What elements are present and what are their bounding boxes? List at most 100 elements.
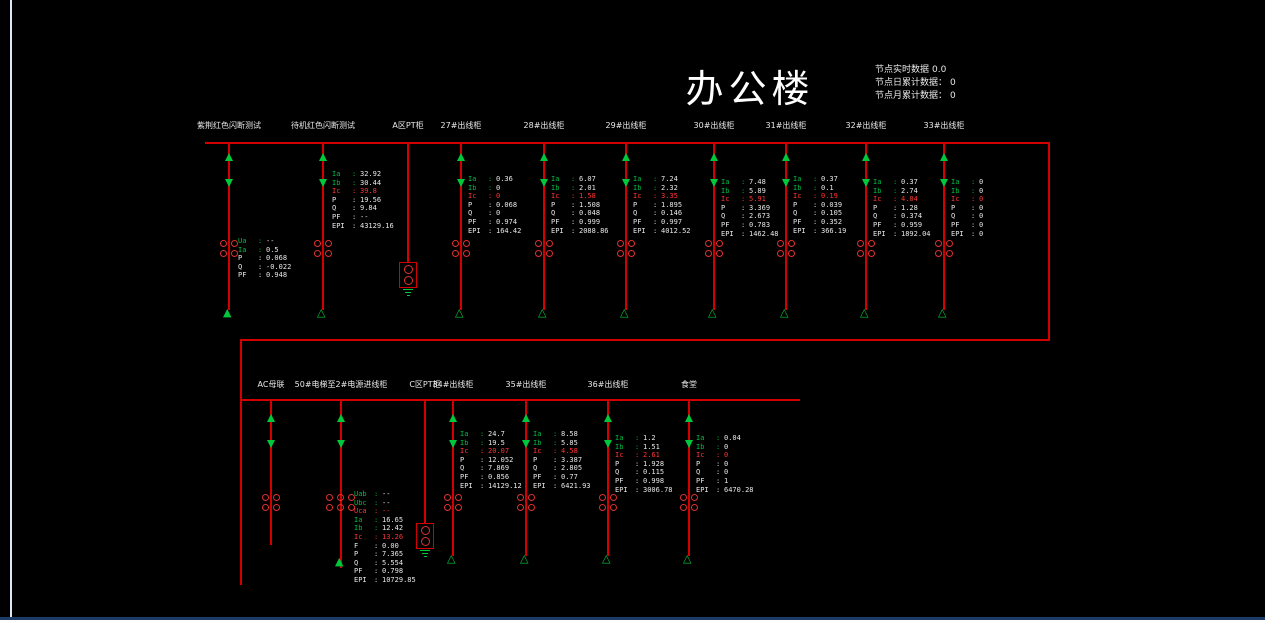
- bottom-feeder-0-label[interactable]: AC母联: [257, 380, 285, 389]
- measure-value: 0: [979, 186, 984, 195]
- bottom-feeder-3-label[interactable]: 34#出线柜: [432, 380, 474, 389]
- top-feeder-1-label[interactable]: 待机红色闪断测试: [291, 121, 355, 130]
- bottom-feeder-1-label[interactable]: 50#电梯至2#电源进线柜: [294, 380, 388, 389]
- top-feeder-1-breaker-icon[interactable]: [319, 179, 327, 187]
- top-feeder-6-data-row: Ic:5.91: [721, 195, 779, 204]
- bottom-feeder-6-breaker-icon[interactable]: [685, 440, 693, 448]
- bottom-feeder-1-wire: [340, 400, 342, 568]
- bottom-feeder-4-label[interactable]: 35#出线柜: [505, 380, 547, 389]
- measure-colon: :: [352, 221, 357, 230]
- bottom-feeder-3-breaker-icon[interactable]: [449, 440, 457, 448]
- bottom-feeder-2-label[interactable]: C区PT柜: [409, 380, 441, 389]
- top-feeder-9-label[interactable]: 33#出线柜: [923, 121, 965, 130]
- top-feeder-1-data-row: PF: --: [332, 213, 394, 222]
- bottom-feeder-5-breaker-icon[interactable]: [604, 440, 612, 448]
- bottom-feeder-6-label[interactable]: 食堂: [681, 380, 697, 389]
- top-feeder-1-disconnector-icon[interactable]: [319, 153, 327, 161]
- top-feeder-8-disconnector-icon[interactable]: [862, 153, 870, 161]
- measure-value: --: [382, 498, 391, 507]
- measure-value: 6470.28: [724, 485, 754, 494]
- measure-label: Ia: [793, 175, 802, 183]
- top-feeder-5-data-row: Q:0.146: [633, 209, 691, 218]
- top-feeder-9-data-block: Ia:0 Ib:0 Ic:0 P:0 Q:0 PF:0 EPI:0: [951, 178, 983, 238]
- measure-value: 164.42: [496, 226, 522, 235]
- measure-colon: :: [716, 451, 721, 460]
- measure-value: 7.869: [488, 464, 510, 473]
- measure-label: PF: [615, 476, 624, 485]
- top-feeder-8-ct-circle-icon: [857, 250, 864, 257]
- top-feeder-1-data-row: Ib:30.44: [332, 179, 394, 188]
- bottom-feeder-1-data-block: Uab: -- Ubc: -- Uca: -- Ia:16.65 Ib:12.42 Ic:13.…: [354, 490, 416, 585]
- top-feeder-7-disconnector-icon[interactable]: [782, 153, 790, 161]
- top-feeder-2-label[interactable]: A区PT柜: [392, 121, 424, 130]
- measure-colon: :: [716, 476, 721, 485]
- bottom-feeder-1-data-row: Q:5.554: [354, 559, 416, 568]
- top-feeder-7-label[interactable]: 31#出线柜: [765, 121, 807, 130]
- top-feeder-5-data-row: Ib:2.32: [633, 184, 691, 193]
- bottom-feeder-5-disconnector-icon[interactable]: [604, 414, 612, 422]
- measure-label: Ib: [793, 183, 802, 192]
- top-feeder-3-breaker-icon[interactable]: [457, 179, 465, 187]
- bottom-feeder-4-data-block: Ia:8.58 Ib:5.85 Ic:4.58 P:3.387 Q:2.805 PF:0.…: [533, 430, 591, 490]
- measure-value: 0: [724, 451, 729, 460]
- bottom-feeder-6-disconnector-icon[interactable]: [685, 414, 693, 422]
- measure-colon: :: [635, 468, 640, 477]
- bottom-feeder-1-data-row: Ib:12.42: [354, 524, 416, 533]
- top-feeder-6-disconnector-icon[interactable]: [710, 153, 718, 161]
- measure-value: 30.44: [360, 178, 382, 187]
- bottom-feeder-3-disconnector-icon[interactable]: [449, 414, 457, 422]
- top-feeder-4-label[interactable]: 28#出线柜: [523, 121, 565, 130]
- bottom-feeder-4-data-row: PF:0.77: [533, 473, 591, 482]
- measure-label: EPI: [633, 226, 646, 235]
- top-feeder-2-wire: [407, 143, 409, 262]
- top-feeder-2-pt-transformer-icon: [399, 262, 417, 288]
- measure-colon: :: [653, 183, 658, 192]
- measure-value: 24.7: [488, 430, 505, 438]
- top-feeder-4-data-row: Ic:1.58: [551, 192, 609, 201]
- measure-value: 0.00: [382, 541, 399, 550]
- bottom-feeder-4-breaker-icon[interactable]: [522, 440, 530, 448]
- bottom-feeder-1-disconnector-icon[interactable]: [337, 414, 345, 422]
- measure-value: 2088.86: [579, 226, 609, 235]
- top-feeder-4-breaker-icon[interactable]: [540, 179, 548, 187]
- top-feeder-9-ct-circle-icon: [935, 240, 942, 247]
- top-feeder-5-breaker-icon[interactable]: [622, 179, 630, 187]
- bottom-feeder-0-disconnector-icon[interactable]: [267, 414, 275, 422]
- top-feeder-3-label[interactable]: 27#出线柜: [440, 121, 482, 130]
- top-feeder-0-disconnector-icon[interactable]: [225, 153, 233, 161]
- top-feeder-0-label[interactable]: 紫荆红色闪断测试: [197, 121, 261, 130]
- top-feeder-4-data-row: P:1.508: [551, 201, 609, 210]
- top-feeder-0-breaker-icon[interactable]: [225, 179, 233, 187]
- measure-value: 2.805: [561, 464, 583, 473]
- measure-value: 2.74: [901, 186, 918, 195]
- measure-label: Q: [460, 464, 465, 473]
- top-feeder-6-label[interactable]: 30#出线柜: [693, 121, 735, 130]
- top-feeder-6-breaker-icon[interactable]: [710, 179, 718, 187]
- bottom-feeder-1-breaker-icon[interactable]: [337, 440, 345, 448]
- measure-label: Ib: [873, 186, 882, 195]
- measure-label: EPI: [696, 485, 709, 494]
- top-feeder-9-data-row: Q:0: [951, 212, 983, 221]
- measure-value: 14129.12: [488, 481, 522, 490]
- top-feeder-9-breaker-icon[interactable]: [940, 179, 948, 187]
- bottom-feeder-4-disconnector-icon[interactable]: [522, 414, 530, 422]
- top-feeder-4-disconnector-icon[interactable]: [540, 153, 548, 161]
- top-feeder-8-label[interactable]: 32#出线柜: [845, 121, 887, 130]
- measure-colon: :: [571, 192, 576, 201]
- top-feeder-9-data-row: Ic:0: [951, 195, 983, 204]
- top-feeder-5-label[interactable]: 29#出线柜: [605, 121, 647, 130]
- measure-value: 0.374: [901, 212, 923, 221]
- top-feeder-8-breaker-icon[interactable]: [862, 179, 870, 187]
- measure-value: 2.01: [579, 183, 596, 192]
- top-feeder-9-disconnector-icon[interactable]: [940, 153, 948, 161]
- bottom-feeder-0-breaker-icon[interactable]: [267, 440, 275, 448]
- top-feeder-7-breaker-icon[interactable]: [782, 179, 790, 187]
- top-feeder-5-disconnector-icon[interactable]: [622, 153, 630, 161]
- bottom-feeder-5-label[interactable]: 36#出线柜: [587, 380, 629, 389]
- top-feeder-5-ct-circle-icon: [628, 240, 635, 247]
- measure-value: 32.92: [360, 170, 382, 178]
- top-feeder-0-wire: [228, 143, 230, 310]
- top-feeder-3-disconnector-icon[interactable]: [457, 153, 465, 161]
- measure-value: 1.28: [901, 203, 918, 212]
